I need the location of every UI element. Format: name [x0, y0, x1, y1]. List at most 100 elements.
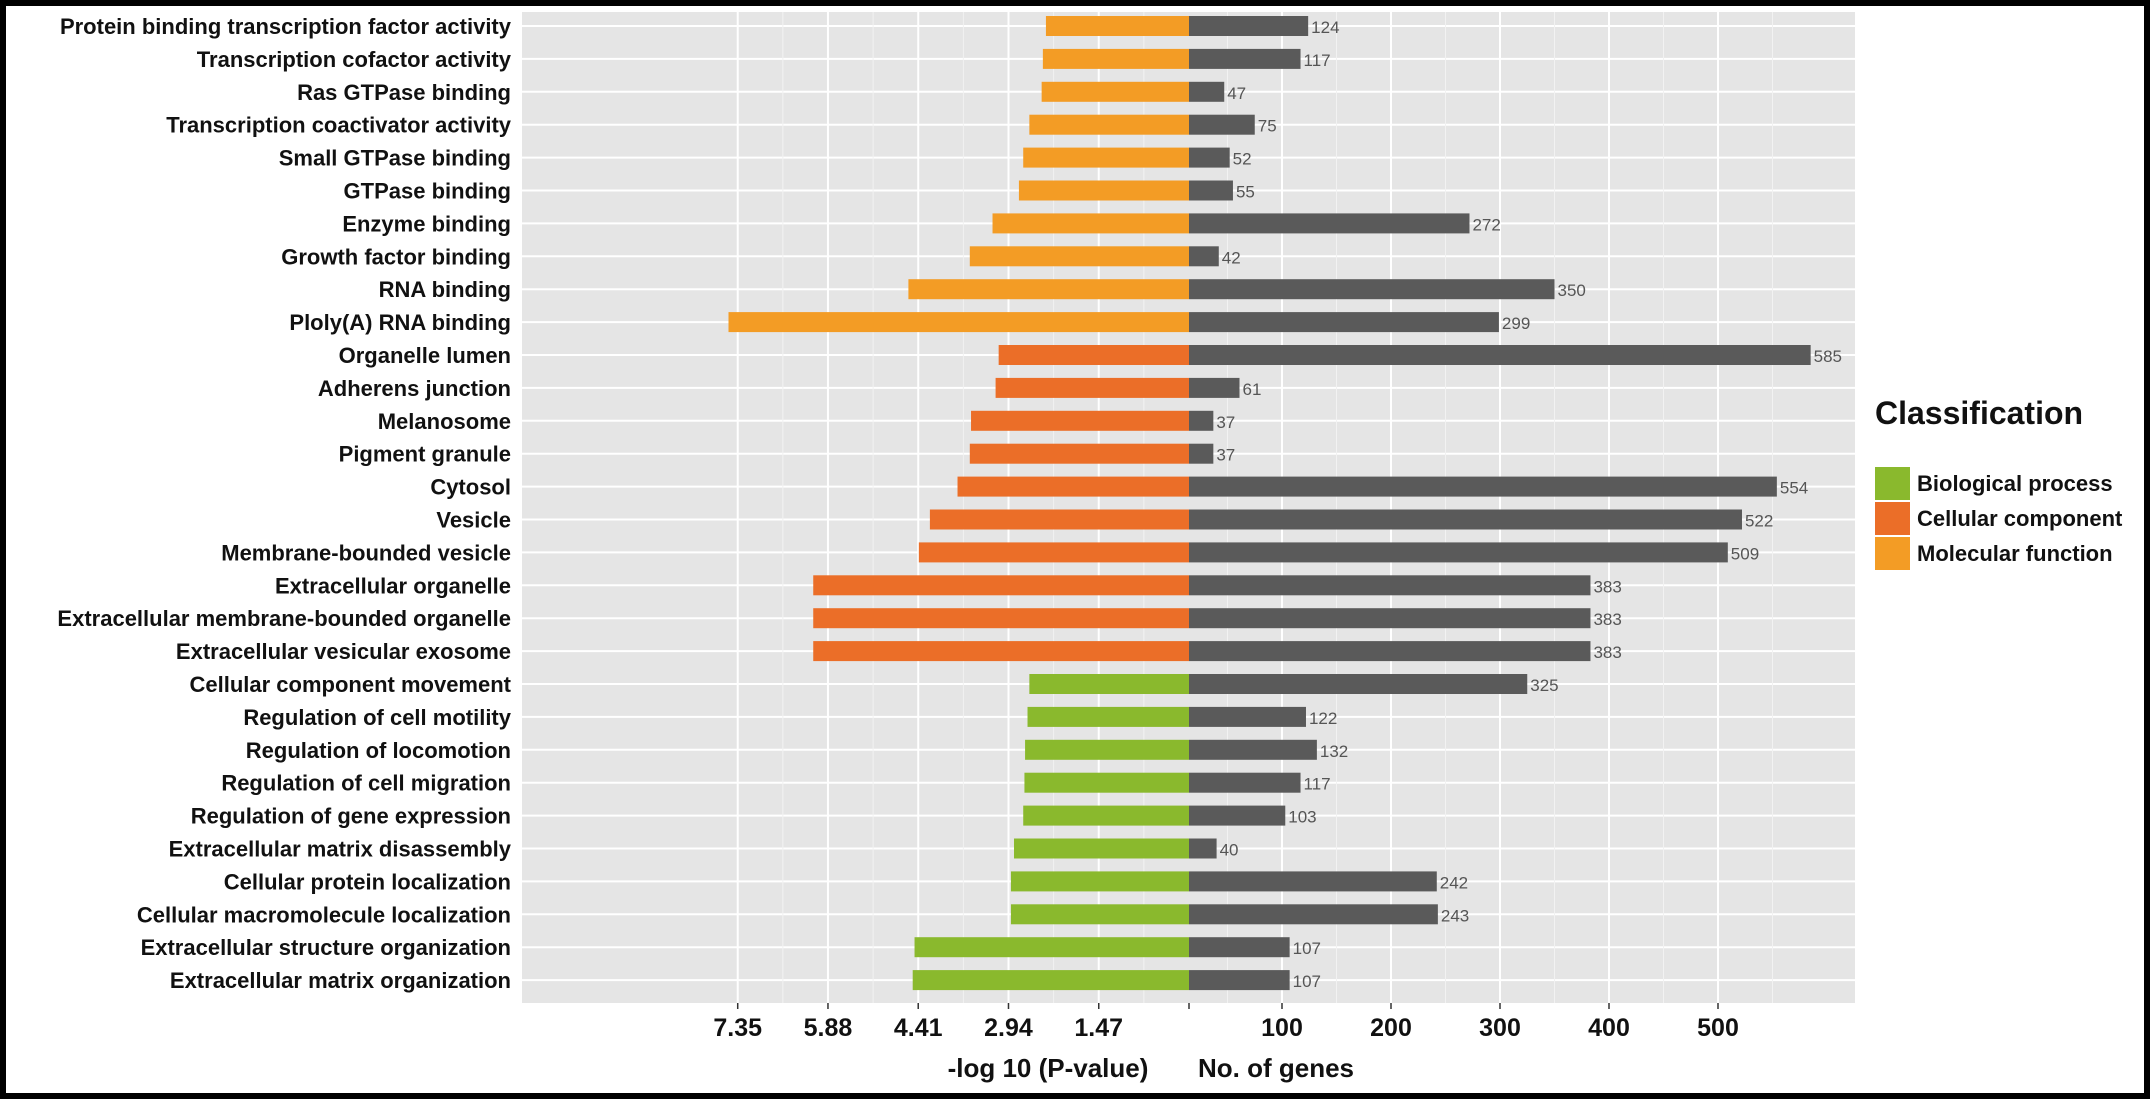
category-label: Extracellular membrane-bounded organelle: [57, 606, 511, 631]
genes-bar: [1189, 772, 1301, 793]
genes-value-label: 37: [1216, 446, 1235, 465]
pvalue-bar: [929, 509, 1189, 530]
legend: Classification Biological process Cellula…: [1875, 395, 2123, 570]
pvalue-bar: [992, 213, 1189, 234]
genes-value-label: 132: [1320, 742, 1348, 761]
genes-value-label: 40: [1220, 841, 1239, 860]
category-label: Adherens junction: [318, 376, 511, 401]
pvalue-bar: [1045, 16, 1189, 36]
pvalue-bar: [1029, 114, 1189, 135]
category-label: Regulation of gene expression: [191, 804, 511, 829]
genes-value-label: 383: [1593, 577, 1621, 596]
genes-bar: [1189, 476, 1777, 497]
genes-bar: [1189, 345, 1811, 365]
right-axis-tick-label: 300: [1479, 1014, 1521, 1042]
category-label: Membrane-bounded vesicle: [221, 540, 511, 565]
right-axis-title: No. of genes: [1198, 1053, 1354, 1083]
pvalue-bar: [995, 377, 1189, 398]
category-label: Ras GTPase binding: [297, 80, 511, 105]
category-label: Transcription cofactor activity: [197, 47, 512, 72]
genes-value-label: 37: [1216, 413, 1235, 432]
left-axis-tick-label: 2.94: [984, 1014, 1033, 1042]
category-label: Cellular protein localization: [224, 869, 511, 894]
bars: 124 117 47 75 52 55 272 42 350 299 585 61 37 37 554 522…: [728, 16, 1842, 991]
genes-bar: [1189, 114, 1255, 135]
pvalue-bar: [1023, 147, 1189, 168]
genes-bar: [1189, 180, 1233, 201]
genes-value-label: 107: [1293, 972, 1321, 991]
genes-bar: [1189, 674, 1528, 694]
pvalue-bar: [1018, 180, 1189, 201]
genes-value-label: 383: [1593, 610, 1621, 629]
category-label: RNA binding: [379, 277, 511, 302]
genes-bar: [1189, 739, 1317, 760]
genes-bar: [1189, 213, 1470, 234]
pvalue-bar: [908, 279, 1189, 300]
pvalue-bar: [957, 476, 1189, 497]
left-axis-tick-label: 1.47: [1074, 1014, 1123, 1042]
genes-value-label: 242: [1440, 873, 1468, 892]
genes-bar: [1189, 16, 1309, 36]
genes-value-label: 383: [1593, 643, 1621, 662]
genes-bar: [1189, 509, 1742, 530]
genes-bar: [1189, 312, 1499, 333]
pvalue-bar: [918, 542, 1189, 563]
genes-bar: [1189, 147, 1230, 168]
genes-value-label: 55: [1236, 183, 1255, 202]
genes-bar: [1189, 641, 1591, 662]
genes-value-label: 299: [1502, 314, 1530, 333]
legend-item-label: Biological process: [1917, 471, 2113, 496]
genes-value-label: 61: [1242, 380, 1261, 399]
category-label: Protein binding transcription factor act…: [60, 14, 512, 39]
legend-title: Classification: [1875, 395, 2083, 431]
pvalue-bar: [969, 246, 1189, 267]
genes-value-label: 52: [1233, 150, 1252, 169]
category-label: GTPase binding: [344, 179, 511, 204]
pvalue-bar: [912, 970, 1189, 991]
genes-value-label: 47: [1227, 84, 1246, 103]
category-label: Growth factor binding: [281, 244, 511, 269]
category-label: Pigment granule: [339, 442, 511, 467]
genes-bar: [1189, 805, 1286, 826]
category-label: Regulation of cell migration: [221, 771, 511, 796]
pvalue-bar: [1023, 805, 1189, 826]
pvalue-bar: [998, 345, 1189, 365]
pvalue-bar: [1025, 739, 1189, 760]
pvalue-bar: [1024, 772, 1189, 793]
pvalue-bar: [1010, 871, 1189, 892]
genes-bar: [1189, 81, 1225, 102]
right-axis-tick-label: 400: [1588, 1014, 1630, 1042]
category-label: Enzyme binding: [342, 211, 511, 236]
category-label: Regulation of cell motility: [243, 705, 511, 730]
pvalue-bar: [1029, 674, 1189, 694]
category-label: Ploly(A) RNA binding: [289, 310, 511, 335]
pvalue-bar: [971, 410, 1189, 431]
figure-canvas: 124 117 47 75 52 55 272 42 350 299 585 61 37 37 554 522…: [6, 6, 2144, 1093]
genes-value-label: 42: [1222, 248, 1241, 267]
genes-value-label: 325: [1530, 676, 1558, 695]
genes-bar: [1189, 377, 1240, 398]
left-axis-tick-label: 7.35: [713, 1014, 762, 1042]
genes-bar: [1189, 542, 1728, 563]
go-enrichment-chart: 124 117 47 75 52 55 272 42 350 299 585 61 37 37 554 522…: [57, 12, 2123, 1083]
left-axis-tick-label: 4.41: [894, 1014, 943, 1042]
genes-value-label: 585: [1814, 347, 1842, 366]
genes-value-label: 103: [1288, 808, 1316, 827]
legend-swatch: [1875, 537, 1910, 570]
category-label: Extracellular structure organization: [141, 935, 511, 960]
genes-bar: [1189, 970, 1290, 991]
genes-bar: [1189, 246, 1219, 267]
genes-value-label: 124: [1311, 18, 1339, 37]
genes-bar: [1189, 937, 1290, 958]
category-label: Extracellular vesicular exosome: [176, 639, 511, 664]
category-label: Extracellular matrix disassembly: [169, 837, 512, 862]
genes-bar: [1189, 871, 1437, 892]
pvalue-bar: [969, 443, 1189, 464]
genes-bar: [1189, 838, 1217, 859]
genes-bar: [1189, 575, 1591, 596]
genes-bar: [1189, 410, 1214, 431]
genes-value-label: 243: [1441, 906, 1469, 925]
plot-panel: [522, 12, 1855, 1003]
left-axis-title: -log 10 (P-value): [948, 1053, 1149, 1083]
